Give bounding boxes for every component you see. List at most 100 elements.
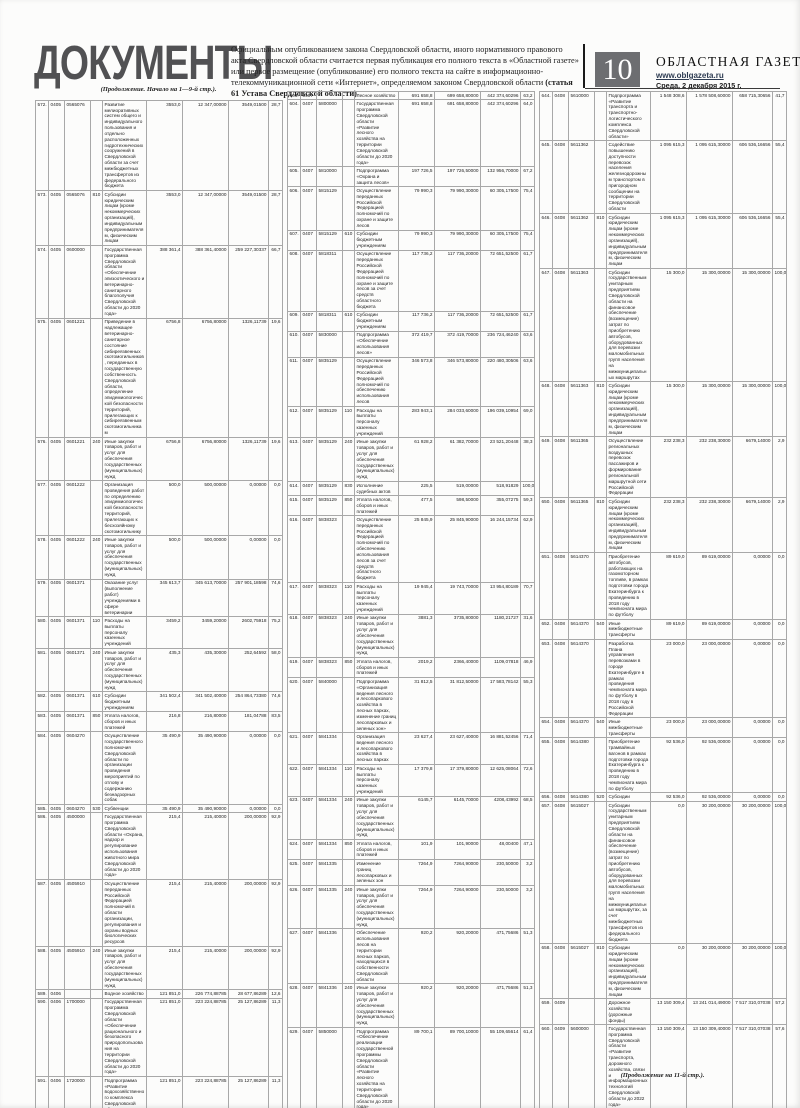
- budget-table-column-2: 603. 0407 Лесное хозяйство 691 658,8 699 658…: [287, 90, 535, 1108]
- section-code-cell: 0408: [552, 267, 569, 383]
- expense-type-cell: 810: [90, 190, 103, 247]
- percent-cell: 74,6: [268, 691, 283, 713]
- name-cell: Субсидии юридическим лицам (кроме некомм…: [102, 190, 147, 247]
- percent-cell: 63,2: [520, 90, 535, 101]
- section-code-cell: 0407: [300, 405, 317, 439]
- plan-value-cell: 1 578 508,60000: [686, 90, 733, 142]
- expense-type-cell: 240: [342, 437, 355, 482]
- plan-value-cell: 215,40000: [182, 945, 229, 991]
- section-code-cell: 0407: [300, 515, 317, 583]
- section-code-cell: 0408: [552, 717, 569, 739]
- percent-cell: 92,9: [268, 812, 283, 881]
- executed-value-cell: 60 305,17500: [480, 229, 521, 251]
- executed-value-cell: 259 227,30337: [228, 245, 269, 319]
- plan-value-cell: 7264,90000: [434, 884, 481, 930]
- percent-cell: 55,3: [520, 677, 535, 734]
- percent-cell: 12,6: [268, 989, 283, 999]
- continuation-note-top: (Продолжение. Начало на 1—9-й стр.).: [100, 86, 217, 93]
- approved-value-cell: 346 573,8: [398, 356, 435, 407]
- table-row: 651. 0408 5614370 Приобретение автобусов, р…: [539, 552, 787, 620]
- row-number-cell: 648.: [539, 381, 553, 438]
- target-article-cell: [64, 989, 91, 999]
- expense-type-cell: 850: [90, 711, 103, 733]
- table-row: 589. 0406 Водное хозяйство 121 851,0 226 774…: [35, 989, 283, 999]
- expense-type-cell: 810: [594, 497, 607, 554]
- approved-value-cell: 1 095 615,3: [650, 140, 687, 214]
- executed-value-cell: 1109,07818: [480, 657, 521, 679]
- section-code-cell: 0405: [48, 803, 65, 814]
- row-number-cell: 628.: [287, 983, 301, 1028]
- name-cell: Дорожное хозяйство (дорожные фонды): [606, 998, 651, 1026]
- expense-type-cell: [90, 989, 103, 999]
- expense-type-cell: [342, 928, 355, 985]
- target-article-cell: 5818311: [316, 310, 343, 332]
- plan-value-cell: 89 619,00000: [686, 552, 733, 620]
- expense-type-cell: 610: [342, 229, 355, 251]
- percent-cell: 63,6: [520, 356, 535, 407]
- executed-value-cell: 7 517 310,07038: [732, 998, 773, 1026]
- target-article-cell: 5835129: [316, 437, 343, 482]
- row-number-cell: 653.: [539, 638, 553, 719]
- row-number-cell: 651.: [539, 552, 553, 620]
- section-code-cell: 0407: [300, 657, 317, 679]
- plan-value-cell: 345 613,70000: [182, 578, 229, 618]
- row-number-cell: 654.: [539, 717, 553, 739]
- table-row: 653. 0408 5614370 Разработка Плана управлен…: [539, 638, 787, 719]
- executed-value-cell: 254 864,73380: [228, 691, 269, 713]
- target-article-cell: 0604270: [64, 731, 91, 805]
- table-row: 655. 0408 5614380 Приобретение трамвайных в…: [539, 737, 787, 794]
- table-row: 613. 0407 5835129 240 Иные закупки товаров, …: [287, 437, 535, 482]
- table-row: 644. 0408 5610000 Подпрограмма «Развитие тр…: [539, 90, 787, 142]
- name-cell: Государственная программа Свердловской о…: [102, 997, 147, 1077]
- plan-value-cell: 372 419,70000: [434, 330, 481, 358]
- expense-type-cell: 540: [594, 618, 607, 640]
- section-code-cell: 0408: [552, 618, 569, 640]
- plan-value-cell: 117 736,20000: [434, 310, 481, 332]
- plan-value-cell: 23 000,00000: [686, 717, 733, 739]
- expense-type-cell: [342, 1026, 355, 1108]
- section-code-cell: 0407: [300, 859, 317, 886]
- name-cell: Государственная программа Свердловской о…: [354, 99, 399, 168]
- expense-type-cell: 850: [342, 495, 355, 517]
- approved-value-cell: 1 548 308,6: [650, 90, 687, 142]
- section-code-cell: 0407: [300, 90, 317, 101]
- percent-cell: 61,7: [520, 310, 535, 332]
- website-link[interactable]: www.oblgazeta.ru: [656, 71, 724, 80]
- row-number-cell: 650.: [539, 497, 553, 554]
- percent-cell: 46,9: [520, 657, 535, 679]
- target-article-cell: 5615027: [568, 800, 595, 945]
- section-code-cell: 0407: [300, 229, 317, 251]
- approved-value-cell: 215,4: [146, 879, 183, 947]
- percent-cell: 68,5: [520, 795, 535, 841]
- percent-cell: 0,0: [772, 792, 787, 802]
- executed-value-cell: 0,00000: [732, 737, 773, 794]
- plan-value-cell: 79 990,30000: [434, 229, 481, 251]
- percent-cell: 38,3: [520, 437, 535, 482]
- section-code-cell: 0407: [300, 581, 317, 615]
- row-number-cell: 613.: [287, 437, 301, 482]
- target-article-cell: 5810000: [316, 166, 343, 188]
- executed-value-cell: 658 715,30656: [732, 90, 773, 142]
- table-row: 576. 0405 0601221 240 Иные закупки товаров, …: [35, 436, 283, 482]
- executed-value-cell: 236 724,46240: [480, 330, 521, 358]
- percent-cell: 51,3: [520, 928, 535, 985]
- expense-type-cell: [594, 737, 607, 794]
- row-number-cell: 629.: [287, 1026, 301, 1108]
- percent-cell: 64,0: [520, 99, 535, 168]
- table-row: 645. 0408 5611362 Содействие повышению дост…: [539, 140, 787, 214]
- plan-value-cell: 1 095 615,30000: [686, 212, 733, 269]
- expense-type-cell: 110: [342, 763, 355, 797]
- target-article-cell: 5841335: [316, 859, 343, 886]
- row-number-cell: 658.: [539, 943, 553, 1000]
- row-number-cell: 575.: [35, 317, 49, 438]
- target-article-cell: 0601371: [64, 691, 91, 713]
- table-row: 582. 0405 0601371 610 Субсидии бюджетным учр…: [35, 691, 283, 713]
- percent-cell: 41,7: [772, 90, 787, 142]
- percent-cell: 75,4: [520, 229, 535, 251]
- page-title: ДОКУМЕНТЫ: [34, 37, 273, 90]
- target-article-cell: 0600000: [64, 245, 91, 319]
- row-number-cell: 579.: [35, 578, 49, 618]
- expense-type-cell: 830: [342, 480, 355, 497]
- approved-value-cell: 92 536,0: [650, 737, 687, 794]
- section-code-cell: 0405: [48, 691, 65, 713]
